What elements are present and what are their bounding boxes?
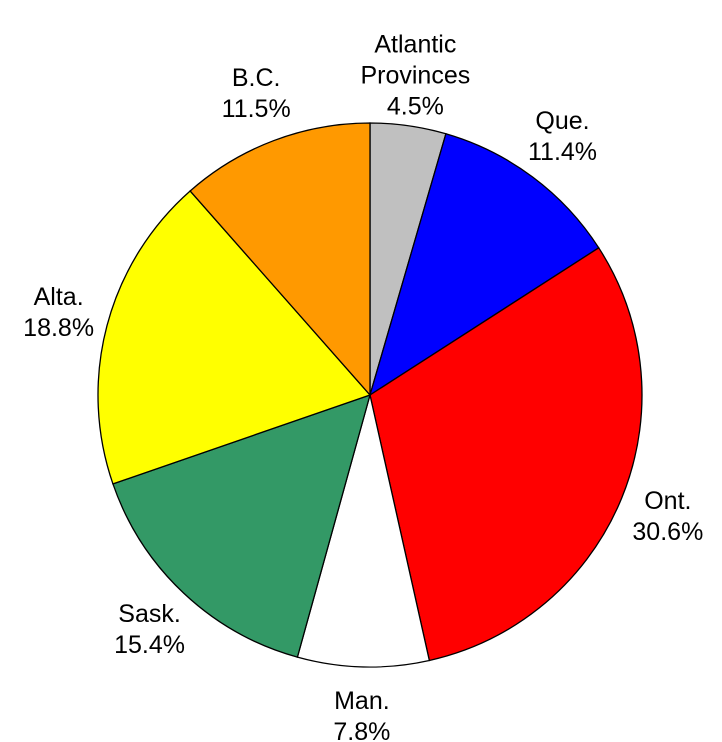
category-label: Man. [334, 686, 390, 715]
pie-slice [97, 190, 372, 485]
category-label: Ont. [644, 487, 692, 516]
pie-slice [189, 122, 371, 397]
slice-label: Ont. 30.6% [578, 486, 722, 548]
slice-label: Atlantic Provinces 4.5% [325, 30, 505, 123]
category-label: Atlantic Provinces [360, 30, 471, 90]
slice-label: Alta. 18.8% [0, 282, 149, 344]
category-label: Que. [535, 106, 590, 135]
slice-label: Sask. 15.4% [60, 599, 240, 661]
slice-label: Man. 7.8% [272, 686, 452, 742]
category-label: Alta. [33, 282, 84, 311]
pie-slice [112, 393, 371, 658]
value-label: 4.5% [386, 92, 444, 121]
slice-label: B.C. 11.5% [166, 63, 346, 125]
pie-slice [369, 246, 643, 662]
pie-slice [296, 394, 431, 668]
pie-slice [368, 132, 600, 397]
value-label: 11.4% [528, 137, 598, 166]
value-label: 30.6% [632, 518, 704, 547]
value-label: 18.8% [23, 313, 95, 342]
slice-label: Que. 11.4% [473, 106, 653, 168]
value-label: 11.5% [221, 94, 291, 123]
category-label: Sask. [118, 599, 181, 628]
category-label: B.C. [231, 63, 281, 92]
value-label: 7.8% [333, 717, 391, 742]
value-label: 15.4% [114, 630, 185, 659]
